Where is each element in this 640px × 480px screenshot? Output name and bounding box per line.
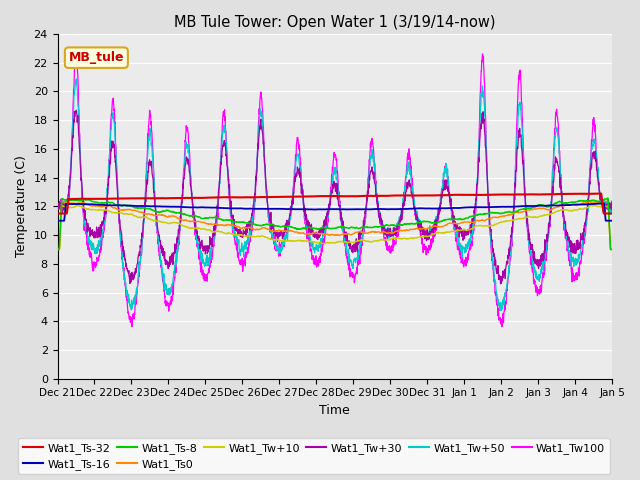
Legend: Wat1_Ts-32, Wat1_Ts-16, Wat1_Ts-8, Wat1_Ts0, Wat1_Tw+10, Wat1_Tw+30, Wat1_Tw+50,: Wat1_Ts-32, Wat1_Ts-16, Wat1_Ts-8, Wat1_…	[19, 438, 610, 474]
Y-axis label: Temperature (C): Temperature (C)	[15, 156, 28, 257]
Text: MB_tule: MB_tule	[68, 51, 124, 64]
Title: MB Tule Tower: Open Water 1 (3/19/14-now): MB Tule Tower: Open Water 1 (3/19/14-now…	[174, 15, 495, 30]
X-axis label: Time: Time	[319, 404, 350, 417]
